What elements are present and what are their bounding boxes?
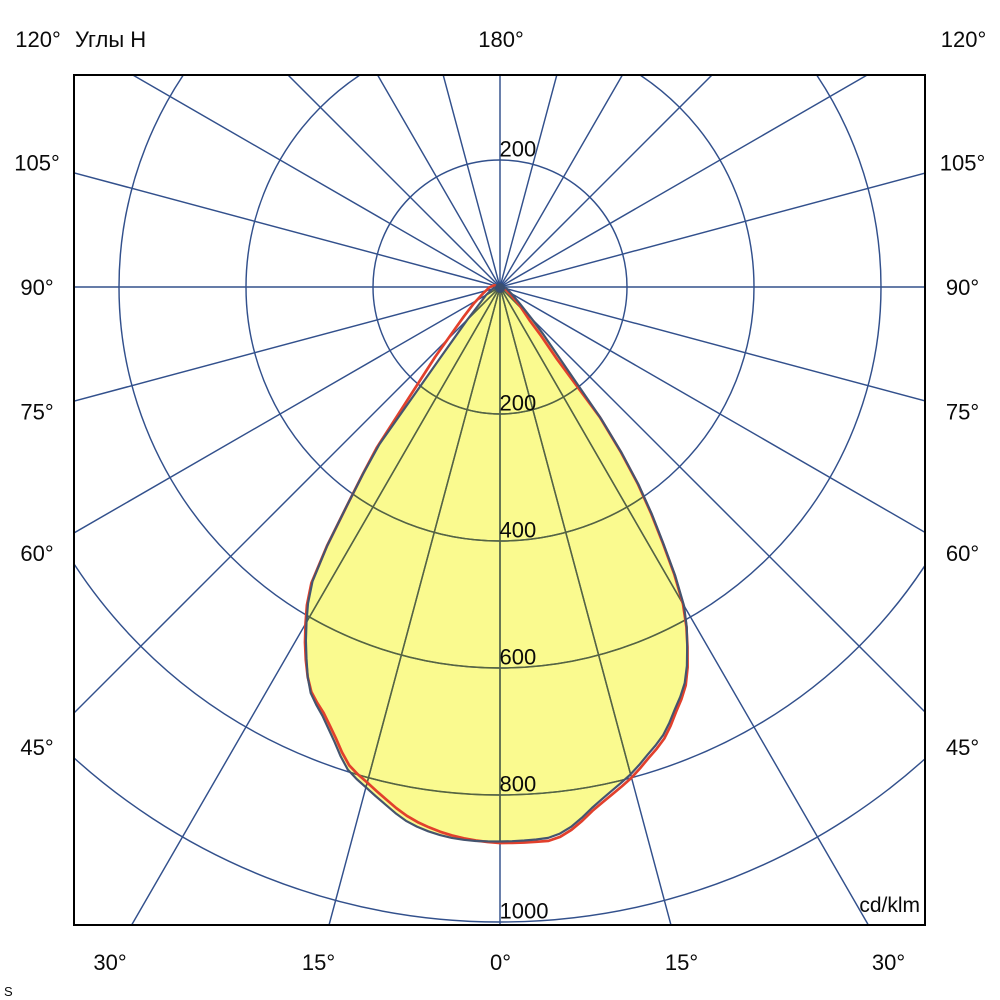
svg-text:30°: 30°	[93, 950, 126, 975]
svg-text:1000: 1000	[500, 899, 549, 924]
svg-text:105°: 105°	[14, 151, 60, 176]
svg-text:45°: 45°	[946, 735, 979, 760]
svg-text:600: 600	[500, 645, 537, 670]
svg-text:400: 400	[500, 518, 537, 543]
svg-text:45°: 45°	[20, 735, 53, 760]
svg-text:60°: 60°	[946, 541, 979, 566]
svg-text:120°: 120°	[941, 27, 987, 52]
svg-text:800: 800	[500, 772, 537, 797]
svg-text:0°: 0°	[490, 950, 511, 975]
svg-text:cd/klm: cd/klm	[859, 894, 920, 917]
svg-text:200: 200	[500, 391, 537, 416]
svg-text:S: S	[4, 984, 13, 999]
svg-text:200: 200	[500, 137, 537, 162]
svg-text:Углы H: Углы H	[75, 27, 146, 52]
svg-text:105°: 105°	[940, 151, 986, 176]
svg-text:90°: 90°	[20, 275, 53, 300]
svg-text:180°: 180°	[478, 27, 524, 52]
svg-text:120°: 120°	[15, 27, 61, 52]
svg-text:15°: 15°	[665, 950, 698, 975]
svg-text:75°: 75°	[20, 400, 53, 425]
svg-text:30°: 30°	[872, 950, 905, 975]
svg-text:15°: 15°	[302, 950, 335, 975]
svg-text:60°: 60°	[20, 541, 53, 566]
svg-text:90°: 90°	[946, 275, 979, 300]
svg-text:75°: 75°	[946, 400, 979, 425]
